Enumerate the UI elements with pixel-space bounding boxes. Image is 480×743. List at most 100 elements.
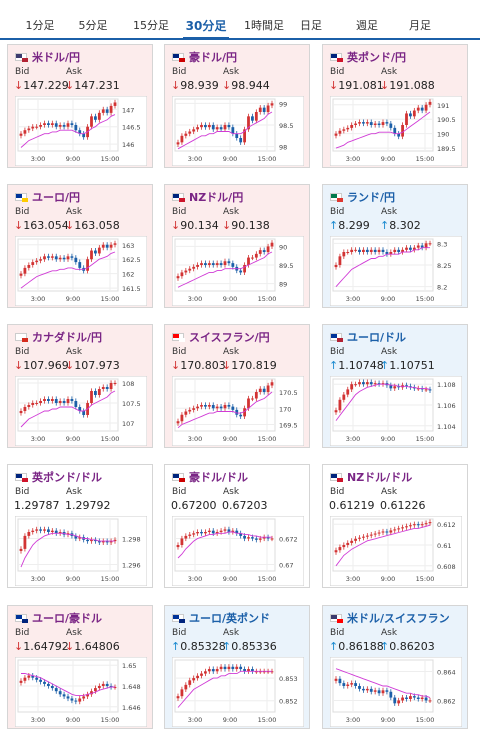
bid-price-value: 170.803: [180, 359, 226, 372]
rate-card[interactable]: NZドル/ドル Bid Ask 0.61219 0.61226 0.612 0.61 0.60…: [322, 464, 468, 588]
candle-body: [35, 126, 39, 128]
currency-pair-name: ランド/円: [347, 191, 396, 204]
rate-card[interactable]: 英ポンド/ドル Bid Ask 1.29787 1.29792 1.298 1.296 3:0…: [7, 464, 153, 588]
ask-price: ↓90.138: [222, 219, 270, 232]
candle-body: [207, 669, 211, 672]
candle-body: [105, 109, 109, 113]
arrow-up-icon: ↑: [380, 219, 390, 232]
currency-pair-name: カナダドル/円: [32, 331, 103, 344]
rate-card[interactable]: スイスフラン/円 Bid Ask ↓170.803 ↓170.819 170.5 170 16…: [164, 324, 310, 448]
tab-2[interactable]: 15分足: [133, 19, 169, 32]
candle-body: [50, 123, 54, 125]
ask-price-value: 107.973: [74, 359, 120, 372]
candle-body: [94, 116, 97, 120]
ask-price: ↑0.85336: [222, 640, 277, 653]
arrow-down-icon: ↓: [329, 79, 339, 92]
rate-card[interactable]: カナダドル/円 Bid Ask ↓107.969 ↓107.973 108 107.5 107…: [7, 324, 153, 448]
candle-body: [258, 538, 262, 540]
candle-body: [412, 696, 416, 698]
candle-body: [358, 122, 361, 124]
rate-card[interactable]: 米ドル/スイスフラン Bid Ask ↑0.86188 ↑0.86203 0.864 0.8…: [322, 605, 468, 729]
moving-average-line: [177, 391, 273, 429]
candle-body: [23, 267, 27, 274]
rate-card[interactable]: ユーロ/円 Bid Ask ↓163.054 ↓163.058 163 162.5 162 16…: [7, 184, 153, 308]
candle-body: [90, 250, 93, 260]
candle-body: [109, 686, 113, 688]
candle-body: [381, 690, 385, 694]
mini-chart: 0.853 0.852 3:00 9:00 15:00: [172, 657, 304, 727]
arrow-down-icon: ↓: [222, 359, 232, 372]
tab-1[interactable]: 5分足: [78, 19, 108, 32]
candle-body: [211, 405, 215, 409]
currency-pair-name: 英ポンド/ドル: [32, 471, 103, 484]
arrow-down-icon: ↓: [14, 79, 24, 92]
candle-body: [416, 107, 420, 111]
rate-card[interactable]: ユーロ/豪ドル Bid Ask ↓1.64792 ↓1.64806 1.65 1.648 1.…: [7, 605, 153, 729]
candle-body: [358, 382, 361, 385]
candle-body: [369, 382, 373, 385]
candle-body: [192, 678, 196, 681]
y-tick-label: 98: [279, 144, 287, 152]
ask-price: ↓191.088: [380, 79, 435, 92]
ask-price-value: 1.64806: [74, 640, 120, 653]
candle-body: [235, 409, 239, 415]
tab-3[interactable]: 30分足: [183, 17, 229, 40]
bid-price-value: 0.86188: [338, 640, 384, 653]
candle-body: [82, 411, 86, 415]
candle-body: [365, 249, 369, 252]
tab-5[interactable]: 日足: [300, 19, 322, 32]
candle-body: [369, 122, 373, 125]
rate-card[interactable]: 豪ドル/円 Bid Ask ↓98.939 ↓98.944 99 98.5 98 3:00 9:0…: [164, 44, 310, 168]
mini-chart: 170.5 170 169.5 3:00 9:00 15:00: [172, 376, 304, 446]
tab-0[interactable]: 1分足: [25, 19, 55, 32]
candle-body: [62, 401, 66, 403]
x-tick-label: 9:00: [223, 575, 238, 583]
candle-body: [420, 107, 424, 111]
candle-body: [358, 686, 361, 689]
tab-7[interactable]: 月足: [409, 19, 431, 32]
candle-body: [270, 538, 274, 540]
candle-body: [350, 683, 354, 685]
ask-price-value: 191.088: [389, 79, 435, 92]
rate-card[interactable]: ユーロ/英ポンド Bid Ask ↑0.85328 ↑0.85336 0.853 0.852…: [164, 605, 310, 729]
candle-body: [338, 130, 342, 134]
y-tick-label: 161.5: [122, 285, 141, 293]
candle-body: [420, 697, 424, 699]
candle-body: [58, 532, 62, 534]
candle-body: [251, 669, 254, 672]
rate-card[interactable]: 豪ドル/ドル Bid Ask 0.67200 0.67203 0.672 0.67 3:00 9…: [164, 464, 310, 588]
candle-body: [428, 101, 432, 105]
rate-card[interactable]: 米ドル/円 Bid Ask ↓147.229 ↓147.231 147 146.5 146 3:…: [7, 44, 153, 168]
ask-label: Ask: [66, 207, 83, 217]
mini-chart: 0.612 0.61 0.608 3:00 9:00 15:00: [330, 516, 462, 586]
arrow-up-icon: ↑: [329, 359, 339, 372]
candle-body: [223, 261, 227, 265]
rate-card[interactable]: NZドル/円 Bid Ask ↓90.134 ↓90.138 90 89.5 89 3:00 9:…: [164, 184, 310, 308]
y-tick-label: 0.862: [437, 697, 456, 705]
plot-area: [17, 98, 119, 152]
candle-body: [200, 263, 203, 265]
candle-body: [412, 247, 416, 250]
tab-4[interactable]: 1時間足: [244, 19, 284, 32]
candle-body: [243, 265, 246, 273]
ask-label: Ask: [381, 347, 398, 357]
rate-card[interactable]: ランド/円 Bid Ask ↑8.299 ↑8.302 8.3 8.25 8.2 3:00 9:0…: [322, 184, 468, 308]
candle-body: [47, 256, 50, 258]
candle-body: [389, 691, 393, 698]
candle-body: [105, 244, 109, 248]
x-tick-label: 3:00: [188, 155, 203, 163]
candle-body: [58, 125, 62, 127]
candle-body: [192, 129, 196, 132]
rate-card[interactable]: 英ポンド/円 Bid Ask ↓191.081 ↓191.088 191 190.5 190 1…: [322, 44, 468, 168]
candle-body: [215, 127, 219, 130]
x-tick-label: 3:00: [188, 435, 203, 443]
arrow-down-icon: ↓: [171, 359, 181, 372]
tab-6[interactable]: 週足: [356, 19, 378, 32]
candle-body: [424, 243, 428, 248]
rate-card[interactable]: ユーロ/ドル Bid Ask ↑1.10748 ↑1.10751 1.108 1.106 1.…: [322, 324, 468, 448]
moving-average-line: [177, 531, 272, 559]
candle-body: [176, 276, 180, 279]
candle-body: [231, 263, 235, 267]
candle-body: [424, 523, 428, 525]
candle-body: [377, 532, 381, 534]
